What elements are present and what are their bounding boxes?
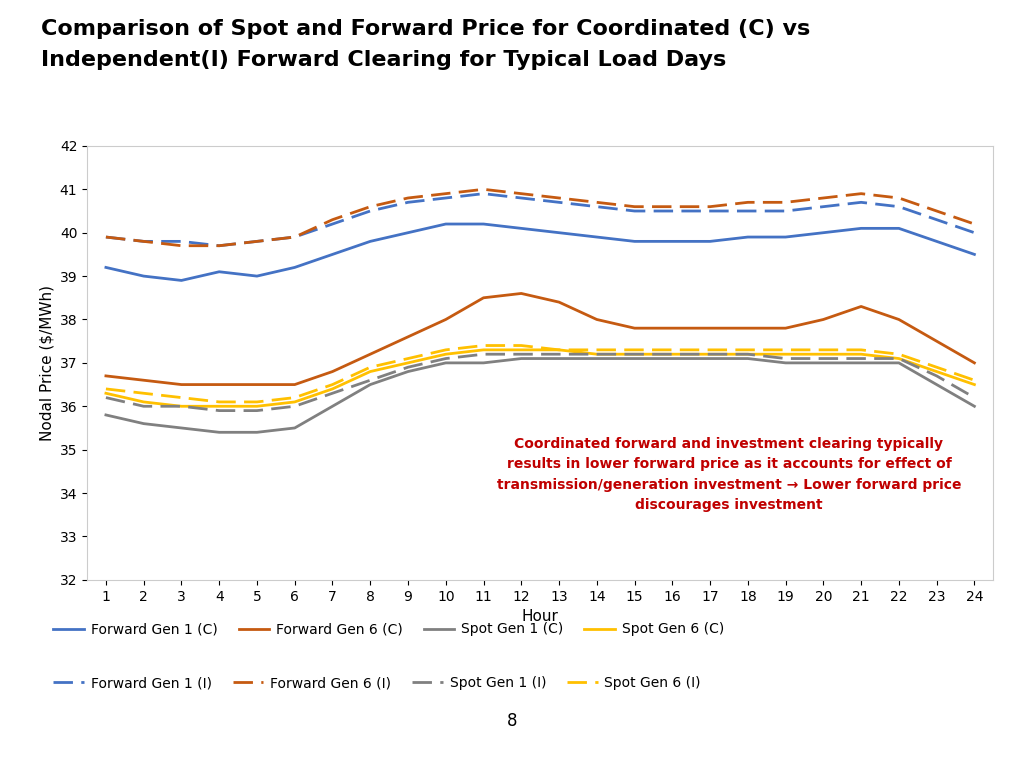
- Legend: Forward Gen 1 (C), Forward Gen 6 (C), Spot Gen 1 (C), Spot Gen 6 (C): Forward Gen 1 (C), Forward Gen 6 (C), Sp…: [48, 617, 729, 642]
- Legend: Forward Gen 1 (I), Forward Gen 6 (I), Spot Gen 1 (I), Spot Gen 6 (I): Forward Gen 1 (I), Forward Gen 6 (I), Sp…: [48, 670, 707, 696]
- Text: Comparison of Spot and Forward Price for Coordinated (C) vs: Comparison of Spot and Forward Price for…: [41, 19, 810, 39]
- Text: Independent(I) Forward Clearing for Typical Load Days: Independent(I) Forward Clearing for Typi…: [41, 50, 726, 70]
- Text: Coordinated forward and investment clearing typically
results in lower forward p: Coordinated forward and investment clear…: [497, 437, 962, 512]
- Text: 8: 8: [507, 712, 517, 730]
- X-axis label: Hour: Hour: [521, 609, 559, 624]
- Y-axis label: Nodal Price ($/MWh): Nodal Price ($/MWh): [39, 285, 54, 441]
